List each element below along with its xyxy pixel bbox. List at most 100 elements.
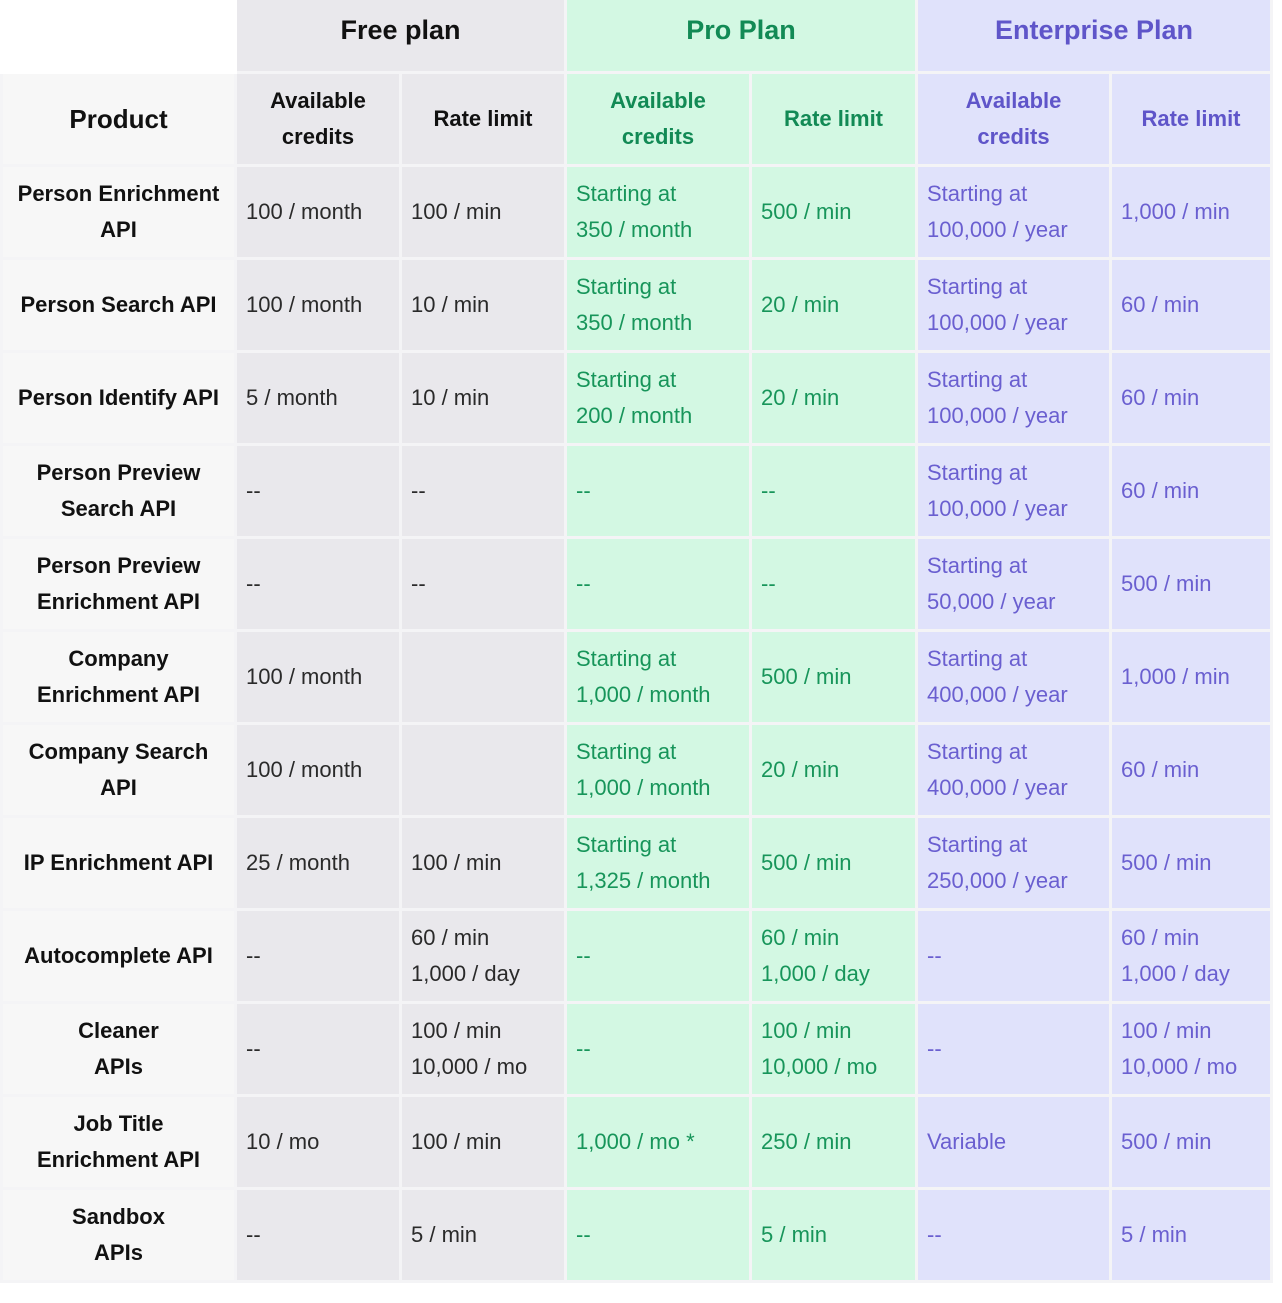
pro-credits-cell-line: Starting at bbox=[576, 832, 677, 857]
pro-credits-header-line: credits bbox=[621, 124, 695, 149]
free-rate-cell: 100 / min bbox=[399, 164, 567, 260]
product-cell-line: Person Search API bbox=[20, 292, 217, 317]
free-rate-cell: 10 / min bbox=[399, 350, 567, 446]
pro-rate-cell-line: 20 / min bbox=[761, 292, 840, 317]
enterprise-credits-cell-line: -- bbox=[927, 1222, 942, 1247]
product-cell-line: Enrichment API bbox=[37, 1147, 200, 1172]
pro-rate-cell: 20 / min bbox=[749, 722, 918, 818]
enterprise-rate-cell-line: 500 / min bbox=[1121, 850, 1212, 875]
pro-rate-cell-line: 20 / min bbox=[761, 757, 840, 782]
free-credits-cell-line: -- bbox=[246, 478, 261, 503]
free-credits-header-line: Available bbox=[270, 88, 366, 113]
product-cell-line: Person Preview bbox=[36, 553, 201, 578]
product-cell: Cleaner APIs bbox=[0, 1001, 237, 1097]
enterprise-credits-cell-line: Starting at bbox=[927, 739, 1028, 764]
pro-rate-cell: 60 / min 1,000 / day bbox=[749, 908, 918, 1004]
enterprise-credits-cell: Starting at 100,000 / year bbox=[915, 350, 1112, 446]
pro-rate-cell-line: 10,000 / mo bbox=[761, 1054, 878, 1079]
table-row: Company Search API 100 / month Starting at 1… bbox=[0, 722, 1273, 818]
product-cell-line: Company Search bbox=[28, 739, 209, 764]
pro-rate-header: Rate limit bbox=[749, 71, 918, 167]
enterprise-rate-cell-line: 60 / min bbox=[1121, 385, 1200, 410]
free-credits-header: Available credits bbox=[234, 71, 402, 167]
enterprise-rate-cell-line: 60 / min bbox=[1121, 757, 1200, 782]
free-rate-cell-line: 100 / min bbox=[411, 850, 502, 875]
free-plan-header: Free plan bbox=[234, 0, 567, 74]
pro-credits-cell-line: Starting at bbox=[576, 646, 677, 671]
pro-credits-cell-line: -- bbox=[576, 571, 591, 596]
product-cell-line: Person Preview bbox=[36, 460, 201, 485]
product-cell-line: Person Identify API bbox=[18, 385, 219, 410]
free-credits-cell-line: -- bbox=[246, 1036, 261, 1061]
product-cell-line: Company bbox=[68, 646, 169, 671]
enterprise-credits-cell: -- bbox=[915, 1001, 1112, 1097]
enterprise-rate-cell: 500 / min bbox=[1109, 536, 1273, 632]
enterprise-rate-cell: 60 / min 1,000 / day bbox=[1109, 908, 1273, 1004]
pro-credits-cell-line: 350 / month bbox=[576, 217, 693, 242]
free-rate-cell bbox=[399, 629, 567, 725]
enterprise-credits-cell-line: 250,000 / year bbox=[927, 868, 1068, 893]
table-row: Person Preview Search API -- -- -- -- Starting… bbox=[0, 443, 1273, 539]
enterprise-rate-cell: 1,000 / min bbox=[1109, 629, 1273, 725]
table-row: Cleaner APIs -- 100 / min 10,000 / mo -- 100 /… bbox=[0, 1001, 1273, 1097]
enterprise-rate-cell-line: 100 / min bbox=[1121, 1018, 1212, 1043]
free-rate-cell-line: 100 / min bbox=[411, 199, 502, 224]
enterprise-rate-cell: 60 / min bbox=[1109, 722, 1273, 818]
product-cell: Sandbox APIs bbox=[0, 1187, 237, 1283]
pro-rate-cell-line: 500 / min bbox=[761, 199, 852, 224]
enterprise-credits-cell: Starting at 50,000 / year bbox=[915, 536, 1112, 632]
free-rate-cell-line: 10 / min bbox=[411, 292, 490, 317]
enterprise-credits-cell-line: 100,000 / year bbox=[927, 403, 1068, 428]
pro-rate-cell-line: 500 / min bbox=[761, 850, 852, 875]
product-cell-line: Sandbox bbox=[72, 1204, 165, 1229]
free-rate-cell: 60 / min 1,000 / day bbox=[399, 908, 567, 1004]
product-cell-line: Cleaner bbox=[78, 1018, 159, 1043]
free-credits-cell-line: 100 / month bbox=[246, 292, 363, 317]
enterprise-credits-cell-line: 400,000 / year bbox=[927, 682, 1068, 707]
enterprise-credits-cell: Starting at 100,000 / year bbox=[915, 443, 1112, 539]
enterprise-rate-cell-line: 500 / min bbox=[1121, 1129, 1212, 1154]
pro-credits-cell-line: -- bbox=[576, 1036, 591, 1061]
free-credits-cell: 100 / month bbox=[234, 629, 402, 725]
product-cell: Person Preview Enrichment API bbox=[0, 536, 237, 632]
table-row: Person Search API 100 / month 10 / min Star… bbox=[0, 257, 1273, 353]
free-rate-cell-line: -- bbox=[411, 571, 426, 596]
free-rate-cell: 100 / min bbox=[399, 815, 567, 911]
product-cell: Job Title Enrichment API bbox=[0, 1094, 237, 1190]
enterprise-rate-cell: 500 / min bbox=[1109, 1094, 1273, 1190]
pro-rate-cell-line: 1,000 / day bbox=[761, 961, 870, 986]
pro-credits-cell-line: 350 / month bbox=[576, 310, 693, 335]
enterprise-credits-cell-line: -- bbox=[927, 1036, 942, 1061]
enterprise-rate-cell-line: 10,000 / mo bbox=[1121, 1054, 1238, 1079]
pro-credits-cell: Starting at 200 / month bbox=[564, 350, 752, 446]
free-credits-cell: -- bbox=[234, 1187, 402, 1283]
plan-header-row: Free plan Pro Plan Enterprise Plan bbox=[0, 0, 1273, 74]
free-credits-cell: 10 / mo bbox=[234, 1094, 402, 1190]
free-rate-cell-line: 10,000 / mo bbox=[411, 1054, 528, 1079]
free-credits-cell-line: -- bbox=[246, 1222, 261, 1247]
enterprise-rate-cell-line: 60 / min bbox=[1121, 478, 1200, 503]
pro-credits-cell-line: Starting at bbox=[576, 739, 677, 764]
pro-rate-cell: 500 / min bbox=[749, 629, 918, 725]
product-cell-line: API bbox=[100, 775, 137, 800]
free-rate-cell-line: 5 / min bbox=[411, 1222, 478, 1247]
pricing-table: Free plan Pro Plan Enterprise Plan Produ… bbox=[0, 0, 1273, 1283]
enterprise-rate-cell-line: 1,000 / day bbox=[1121, 961, 1230, 986]
free-rate-cell: -- bbox=[399, 536, 567, 632]
pro-credits-cell-line: -- bbox=[576, 478, 591, 503]
table-body: Person Enrichment API 100 / month 100 / min… bbox=[0, 164, 1273, 1283]
enterprise-credits-cell-line: Starting at bbox=[927, 181, 1028, 206]
enterprise-plan-header: Enterprise Plan bbox=[915, 0, 1273, 74]
free-credits-cell: -- bbox=[234, 908, 402, 1004]
free-rate-cell-line: 60 / min bbox=[411, 925, 490, 950]
enterprise-credits-cell: -- bbox=[915, 1187, 1112, 1283]
free-credits-cell: 100 / month bbox=[234, 722, 402, 818]
pro-rate-cell-line: 500 / min bbox=[761, 664, 852, 689]
enterprise-credits-cell-line: Starting at bbox=[927, 460, 1028, 485]
enterprise-rate-cell: 60 / min bbox=[1109, 443, 1273, 539]
free-credits-cell-line: 25 / month bbox=[246, 850, 350, 875]
product-cell-line: APIs bbox=[94, 1240, 143, 1265]
enterprise-credits-cell-line: 400,000 / year bbox=[927, 775, 1068, 800]
pro-credits-cell-line: 1,000 / month bbox=[576, 682, 711, 707]
pro-credits-cell: -- bbox=[564, 1001, 752, 1097]
